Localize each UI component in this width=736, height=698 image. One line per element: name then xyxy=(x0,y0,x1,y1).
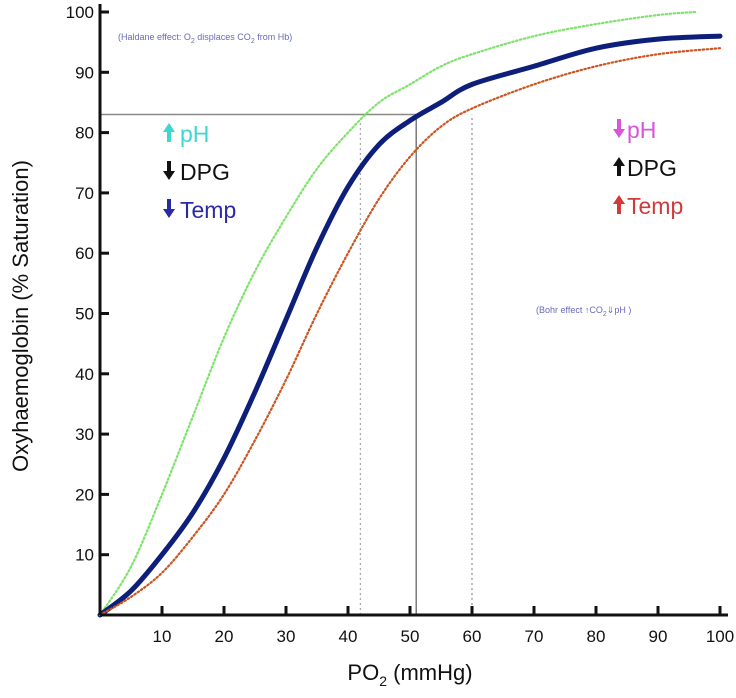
x-tick-label: 30 xyxy=(277,627,296,646)
y-tick-label: 60 xyxy=(75,244,94,263)
x-axis-title-main: PO xyxy=(347,660,379,685)
y-axis-ticks: 10 20 30 40 50 60 70 80 90 100 xyxy=(66,3,109,565)
x-tick-label: 10 xyxy=(153,627,172,646)
arrow-up-icon xyxy=(613,157,625,176)
bohr-ph: pH ) xyxy=(614,305,631,315)
x-tick-label: 20 xyxy=(215,627,234,646)
y-tick-label: 50 xyxy=(75,305,94,324)
right-temp-row: Temp xyxy=(613,193,683,219)
curve-normal xyxy=(97,33,723,618)
x-axis-ticks: 10 20 30 40 50 60 70 80 90 100 xyxy=(153,606,734,646)
left-dpg-label: DPG xyxy=(180,159,230,185)
x-tick-label: 70 xyxy=(525,627,544,646)
left-dpg-row: DPG xyxy=(163,159,230,185)
right-ph-label: pH xyxy=(627,117,656,143)
haldane-sub-1: 2 xyxy=(191,38,195,45)
y-tick-label: 20 xyxy=(75,485,94,504)
arrow-down-icon xyxy=(163,199,175,218)
bohr-arrow-down-icon: ⇓ xyxy=(607,305,615,315)
y-tick-label: 10 xyxy=(75,546,94,565)
x-axis-title-rest: (mmHg) xyxy=(387,660,473,685)
arrow-down-icon xyxy=(613,119,625,138)
bohr-text-1: (Bohr effect xyxy=(536,305,585,315)
y-tick-label: 40 xyxy=(75,365,94,384)
x-tick-label: 60 xyxy=(463,627,482,646)
haldane-sub-2: 2 xyxy=(251,38,255,45)
y-axis-title: Oxyhaemoglobin (% Saturation) xyxy=(8,160,33,472)
curve-right-shift xyxy=(98,47,722,617)
x-tick-label: 80 xyxy=(587,627,606,646)
right-ph-row: pH xyxy=(613,117,656,143)
haldane-text-2: displaces CO xyxy=(195,32,251,42)
reference-lines xyxy=(100,113,473,615)
x-tick-label: 100 xyxy=(706,627,734,646)
y-tick-label: 80 xyxy=(75,124,94,143)
arrow-up-icon xyxy=(613,195,625,214)
right-dpg-label: DPG xyxy=(627,155,677,181)
x-axis-title: PO2 (mmHg) xyxy=(347,660,472,689)
y-tick-label: 90 xyxy=(75,63,94,82)
curves xyxy=(97,10,723,618)
arrow-down-icon xyxy=(163,161,175,180)
right-effects-annotation: pH DPG Temp xyxy=(613,117,683,219)
haldane-text-1: (Haldane effect: O xyxy=(118,32,191,42)
curve-left-shift xyxy=(98,10,697,617)
x-tick-label: 90 xyxy=(649,627,668,646)
x-tick-label: 40 xyxy=(339,627,358,646)
left-effects-annotation: pH DPG Temp xyxy=(163,121,236,223)
haldane-annotation: (Haldane effect: O2 displaces CO2 from H… xyxy=(118,32,292,45)
bohr-annotation: (Bohr effect ↑CO2⇓pH ) xyxy=(536,305,631,318)
right-temp-label: Temp xyxy=(627,193,683,219)
x-axis-title-subscript: 2 xyxy=(379,673,387,689)
x-tick-label: 50 xyxy=(401,627,420,646)
left-ph-row: pH xyxy=(163,121,209,147)
arrow-up-icon xyxy=(163,123,175,142)
left-temp-label: Temp xyxy=(180,197,236,223)
bohr-co2: CO xyxy=(589,305,603,315)
right-dpg-row: DPG xyxy=(613,155,677,181)
left-ph-label: pH xyxy=(180,121,209,147)
y-tick-label: 100 xyxy=(66,3,94,22)
left-temp-row: Temp xyxy=(163,197,236,223)
bohr-arrow-up-icon: ↑ xyxy=(585,305,590,315)
y-tick-label: 30 xyxy=(75,425,94,444)
haldane-text-3: from Hb) xyxy=(255,32,293,42)
y-tick-label: 70 xyxy=(75,184,94,203)
bohr-co2-sub: 2 xyxy=(603,311,607,318)
